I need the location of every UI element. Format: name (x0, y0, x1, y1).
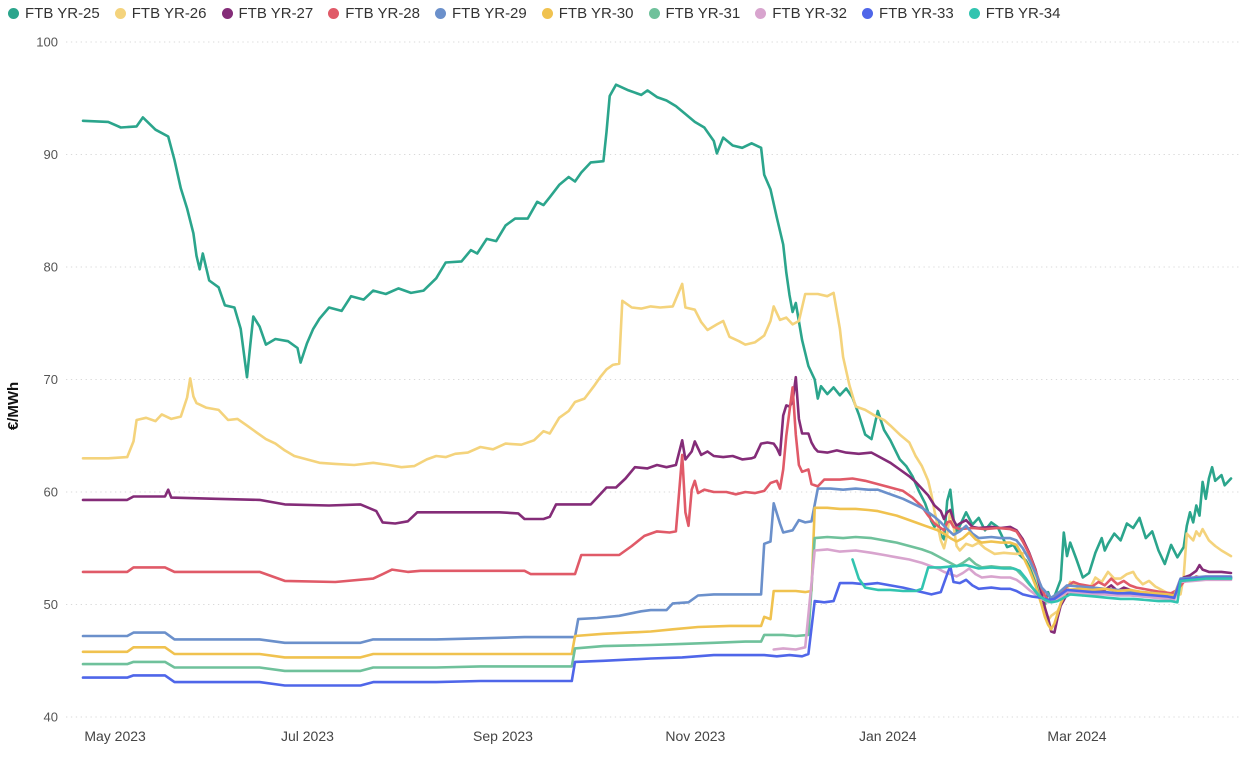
legend-label: FTB YR-27 (238, 5, 314, 22)
legend-dot-icon (541, 8, 553, 19)
y-tick-label: 100 (36, 35, 58, 50)
series-line-ftb-yr-29[interactable] (81, 487, 1233, 645)
x-tick-label: Nov 2023 (665, 728, 725, 744)
series-line-ftb-yr-31[interactable] (81, 535, 1233, 673)
y-tick-label: 80 (44, 260, 58, 275)
legend-dot-icon (755, 8, 767, 19)
legend-item-ftb-yr-27[interactable]: FTB YR-27 (221, 5, 314, 22)
series-line-ftb-yr-26[interactable] (81, 282, 1233, 622)
x-axis-labels: May 2023 Jul 2023 Sep 2023 Nov 2023 Jan 2024… (84, 728, 1106, 744)
y-tick-label: 50 (44, 597, 58, 612)
x-tick-label: Sep 2023 (473, 728, 533, 744)
x-tick-label: May 2023 (84, 728, 146, 744)
legend-label: FTB YR-29 (452, 5, 527, 22)
x-tick-label: Jan 2024 (859, 728, 917, 744)
legend: FTB YR-25 FTB YR-26 FTB YR-27 FTB YR-28 FTB … (8, 5, 1061, 22)
legend-dot-icon (328, 8, 340, 19)
legend-dot-icon (435, 8, 446, 19)
legend-item-ftb-yr-28[interactable]: FTB YR-28 (328, 5, 420, 22)
legend-item-ftb-yr-31[interactable]: FTB YR-31 (648, 5, 741, 22)
y-axis-labels: 40 50 60 70 80 90 100 (36, 35, 58, 725)
y-axis-title: €/MWh (5, 382, 22, 430)
legend-dot-icon (221, 8, 233, 19)
y-tick-label: 90 (44, 147, 58, 162)
series-lines (81, 83, 1233, 687)
legend-label: FTB YR-25 (25, 5, 100, 22)
legend-item-ftb-yr-32[interactable]: FTB YR-32 (755, 5, 847, 22)
legend-label: FTB YR-28 (345, 5, 420, 22)
legend-dot-icon (648, 8, 660, 19)
legend-item-ftb-yr-34[interactable]: FTB YR-34 (968, 5, 1061, 22)
legend-item-ftb-yr-25[interactable]: FTB YR-25 (8, 5, 100, 22)
x-tick-label: Mar 2024 (1047, 728, 1106, 744)
y-tick-label: 40 (44, 710, 58, 725)
series-line-ftb-yr-27[interactable] (81, 375, 1233, 634)
legend-label: FTB YR-33 (879, 5, 954, 22)
legend-item-ftb-yr-30[interactable]: FTB YR-30 (541, 5, 634, 22)
legend-dot-icon (8, 8, 19, 19)
legend-dot-icon (968, 8, 980, 19)
x-tick-label: Jul 2023 (281, 728, 334, 744)
legend-label: FTB YR-30 (558, 5, 634, 22)
series-line-ftb-yr-28[interactable] (81, 386, 1233, 603)
legend-label: FTB YR-26 (131, 5, 207, 22)
legend-dot-icon (114, 8, 126, 19)
series-line-ftb-yr-25[interactable] (81, 83, 1233, 606)
gridlines (66, 41, 1240, 718)
series-line-ftb-yr-33[interactable] (81, 564, 1233, 687)
y-tick-label: 70 (44, 372, 58, 387)
legend-label: FTB YR-32 (772, 5, 847, 22)
legend-item-ftb-yr-29[interactable]: FTB YR-29 (435, 5, 527, 22)
legend-label: FTB YR-31 (665, 5, 741, 22)
y-tick-label: 60 (44, 485, 58, 500)
legend-label: FTB YR-34 (985, 5, 1061, 22)
series-line-ftb-yr-34[interactable] (851, 558, 1233, 604)
series-line-ftb-yr-32[interactable] (772, 548, 1233, 651)
legend-item-ftb-yr-26[interactable]: FTB YR-26 (114, 5, 207, 22)
series-line-ftb-yr-30[interactable] (81, 506, 1233, 659)
legend-item-ftb-yr-33[interactable]: FTB YR-33 (862, 5, 954, 22)
legend-dot-icon (862, 8, 873, 19)
